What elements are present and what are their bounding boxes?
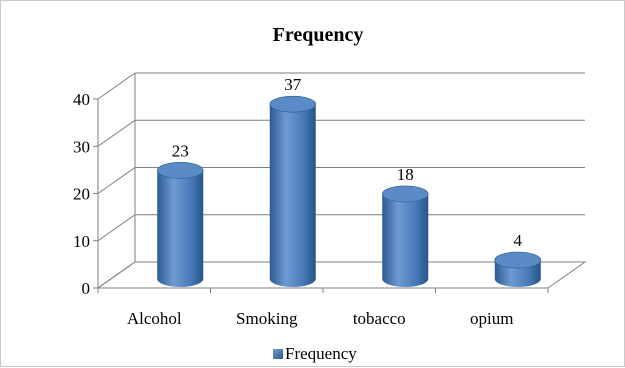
floor [96,261,587,289]
bar-alcohol [156,162,204,287]
bar-top-2 [381,185,429,203]
bar-body-2 [382,193,429,287]
bar-tobacco [381,185,429,287]
chart-title: Frequency [273,24,364,46]
bar-top-0 [156,162,204,179]
category-label-2: tobacco [353,309,406,328]
legend-swatch [273,349,283,359]
bar-top-3 [494,251,542,269]
data-label-2: 18 [397,165,414,184]
y-tick-label-0: 0 [82,279,91,298]
gridline-side-2 [97,167,136,194]
data-label-layer: 23 37 18 4 [172,75,523,250]
bar-smoking [269,95,317,287]
gridline-side-4 [97,72,136,100]
legend: Frequency [273,344,357,363]
data-label-3: 4 [514,231,523,250]
bar-body-1 [269,104,316,287]
data-label-0: 23 [172,141,189,160]
bar-opium [494,251,542,287]
category-label-layer: Alcohol Smoking tobacco opium [127,309,514,328]
category-label-0: Alcohol [127,309,182,328]
y-tick-label-2: 20 [73,185,90,204]
y-tick-label-1: 10 [73,232,90,251]
bar-body-0 [157,170,204,287]
category-label-1: Smoking [236,309,298,328]
bar-top-1 [269,95,317,113]
y-tick-layer: 0 10 20 30 40 [73,90,90,298]
bar-layer [156,95,542,287]
legend-label: Frequency [285,344,357,363]
y-tick-label-4: 40 [73,90,90,109]
data-label-1: 37 [284,75,302,94]
gridline-side-1 [97,214,136,242]
grid-layer [93,72,587,293]
gridline-side-3 [97,119,136,147]
category-label-3: opium [470,309,513,328]
y-tick-label-3: 30 [73,137,90,156]
